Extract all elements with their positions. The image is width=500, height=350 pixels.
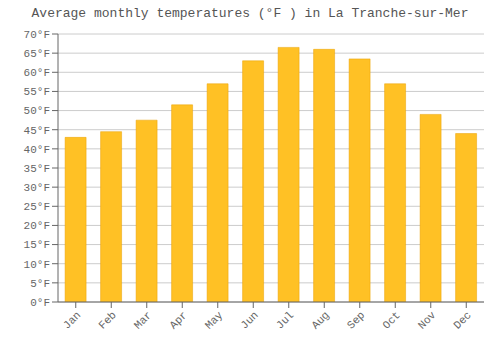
svg-text:35°F: 35°F bbox=[24, 163, 50, 175]
svg-text:Jun: Jun bbox=[238, 309, 260, 331]
svg-text:Feb: Feb bbox=[96, 309, 118, 331]
svg-text:Dec: Dec bbox=[451, 309, 473, 331]
svg-text:50°F: 50°F bbox=[24, 105, 50, 117]
svg-text:10°F: 10°F bbox=[24, 259, 50, 271]
svg-text:70°F: 70°F bbox=[24, 29, 50, 41]
svg-text:May: May bbox=[203, 309, 226, 332]
svg-text:20°F: 20°F bbox=[24, 220, 50, 232]
svg-text:45°F: 45°F bbox=[24, 125, 50, 137]
svg-text:15°F: 15°F bbox=[24, 239, 50, 251]
svg-text:40°F: 40°F bbox=[24, 144, 50, 156]
svg-text:60°F: 60°F bbox=[24, 67, 50, 79]
html-text:Average monthly temperatures (: Average monthly temperatures (°F ) in La… bbox=[31, 6, 469, 21]
svg-text:Jul: Jul bbox=[274, 309, 296, 331]
svg-text:Mar: Mar bbox=[132, 309, 154, 331]
svg-text:5°F: 5°F bbox=[30, 278, 50, 290]
svg-text:55°F: 55°F bbox=[24, 86, 50, 98]
svg-text:Sep: Sep bbox=[345, 309, 367, 331]
svg-text:30°F: 30°F bbox=[24, 182, 50, 194]
svg-text:Nov: Nov bbox=[416, 309, 439, 332]
svg-text:65°F: 65°F bbox=[24, 48, 50, 60]
svg-text:25°F: 25°F bbox=[24, 201, 50, 213]
svg-text:Apr: Apr bbox=[167, 309, 189, 331]
svg-text:Aug: Aug bbox=[309, 309, 331, 331]
svg-text:Oct: Oct bbox=[380, 309, 402, 331]
svg-text:Jan: Jan bbox=[61, 309, 83, 331]
svg-text:0°F: 0°F bbox=[30, 297, 50, 309]
